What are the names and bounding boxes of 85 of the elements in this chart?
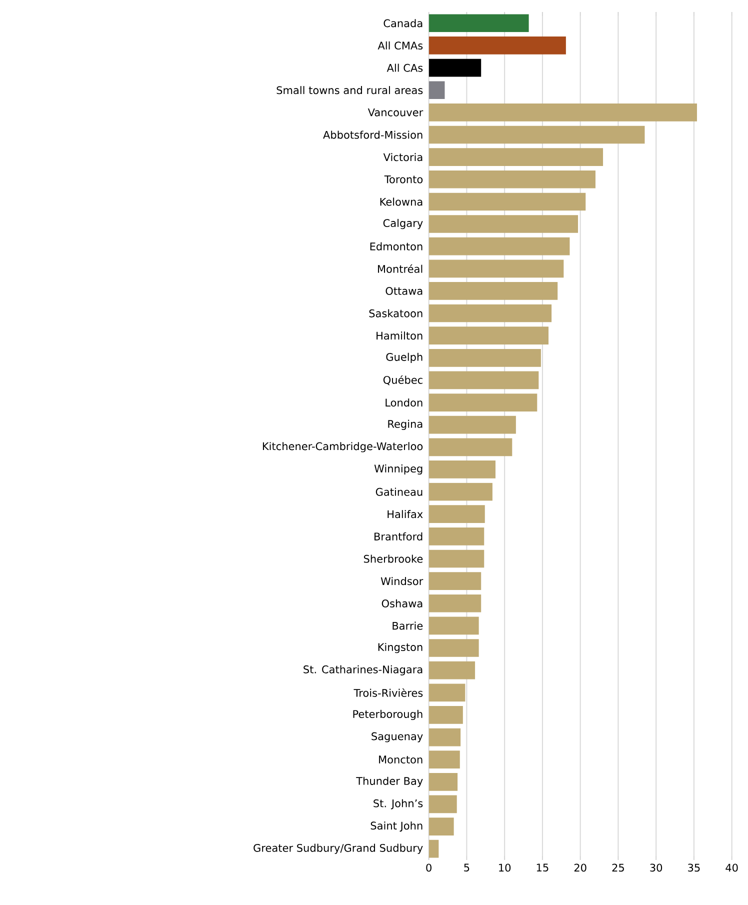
y-tick-label: Oshawa [382, 599, 422, 608]
x-tick-label: 30 [650, 864, 662, 872]
y-tick-label: Small towns and rural areas [276, 86, 423, 94]
x-tick-label: 10 [499, 864, 511, 872]
bar [428, 14, 529, 32]
bar [428, 371, 539, 390]
bar [428, 416, 516, 434]
y-tick-label: Montréal [378, 264, 422, 273]
bar [428, 282, 558, 300]
bar [428, 170, 596, 188]
bar [428, 81, 445, 100]
bar [428, 594, 482, 612]
bar [428, 795, 457, 814]
x-tick-label: 35 [688, 864, 700, 872]
x-tick-label: 15 [536, 864, 548, 872]
y-tick-label: All CMAs [378, 41, 423, 50]
y-tick-label: Greater Sudbury/Grand Sudbury [254, 844, 423, 854]
y-tick-label: Peterborough [353, 710, 422, 720]
y-tick-label: Abbotsford-Mission [323, 130, 422, 139]
bar [428, 528, 484, 546]
y-tick-label: Sherbrooke [364, 554, 423, 563]
x-tick-label: 25 [612, 864, 624, 872]
x-tick-label: 40 [726, 864, 738, 872]
x-tick-label: 5 [464, 864, 470, 872]
bar [428, 482, 493, 501]
bar [428, 505, 485, 524]
bar [428, 304, 552, 322]
y-tick-label: Québec [384, 375, 423, 386]
bar [428, 394, 538, 412]
y-tick-label: London [386, 398, 422, 407]
y-tick-label: Barrie [392, 622, 423, 630]
y-tick-label: All CAs [386, 64, 423, 72]
bar [428, 438, 512, 456]
bar [428, 460, 496, 478]
bar [428, 260, 564, 278]
y-tick-label: Kingston [378, 642, 422, 654]
bar [428, 616, 479, 635]
y-tick-label: Moncton [379, 756, 422, 764]
bar [428, 684, 466, 702]
y-tick-label: Victoria [383, 153, 422, 162]
y-tick-label: Thunder Bay [356, 776, 423, 787]
y-tick-label: Windsor [380, 577, 424, 586]
y-tick-label: Hamilton [376, 332, 422, 340]
y-tick-label: Vancouver [368, 108, 424, 116]
y-tick-label: Winnipeg [374, 464, 422, 475]
y-tick-label: Kitchener-Cambridge-Waterloo [263, 442, 423, 452]
bar [428, 550, 484, 568]
bar [428, 192, 586, 211]
bar [428, 639, 479, 657]
y-tick-label: Saskatoon [369, 309, 422, 318]
y-tick-label: Edmonton [370, 242, 422, 250]
y-tick-label: Brantford [374, 532, 422, 540]
y-tick-label: Ottawa [386, 286, 422, 295]
y-tick-label: Regina [388, 420, 422, 430]
y-tick-label: Calgary [383, 218, 423, 230]
y-tick-label: Trois-Rivières [354, 688, 423, 697]
bar [428, 36, 566, 54]
y-tick-label: Kelowna [380, 198, 422, 206]
x-tick-label: 0 [426, 864, 432, 872]
bar [428, 215, 578, 233]
bar [428, 706, 463, 724]
y-tick-label: Toronto [384, 175, 423, 184]
bar [428, 104, 698, 122]
bar [428, 348, 542, 367]
y-tick-label: Halifax [388, 510, 423, 518]
y-tick-label: St. Catharines-Niagara [304, 665, 422, 676]
y-tick-label: Saguenay [372, 732, 423, 742]
y-tick-label: Canada [384, 19, 422, 28]
y-tick-label: St. John’s [374, 799, 423, 810]
y-tick-label: Gatineau [376, 488, 422, 496]
y-tick-label: Guelph [386, 352, 422, 363]
bar [428, 148, 604, 166]
bar [428, 728, 461, 746]
bar [428, 840, 439, 858]
bar [428, 750, 460, 769]
y-tick-label: Saint John [370, 822, 422, 832]
bar [428, 326, 549, 345]
x-tick-label: 20 [574, 864, 586, 872]
bar [428, 772, 458, 791]
bar [428, 818, 454, 836]
bar [428, 661, 476, 680]
bar [428, 572, 482, 590]
bar [428, 58, 482, 77]
bar [428, 126, 645, 144]
bar [428, 237, 570, 256]
